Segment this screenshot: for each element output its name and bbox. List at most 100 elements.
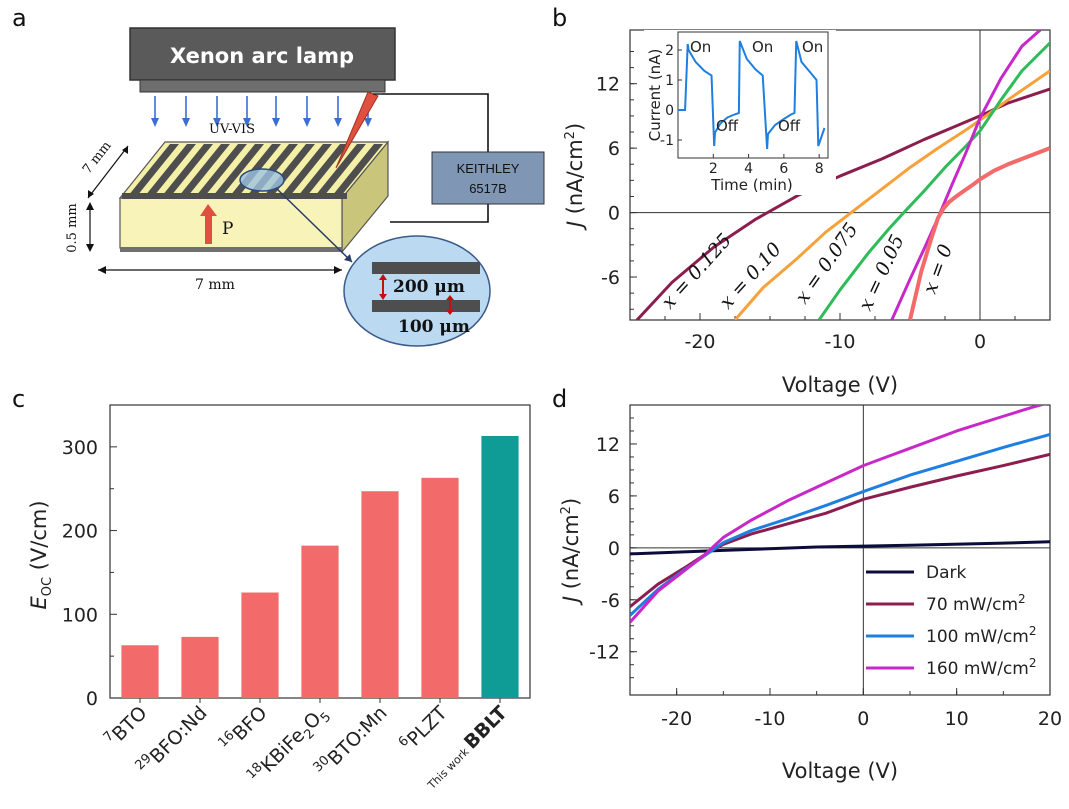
electrode-bus — [122, 193, 347, 199]
panel-d-xtick-label: 0 — [857, 708, 869, 730]
panel-d-ytick-label: 12 — [596, 434, 620, 456]
panel-c-bars — [121, 435, 519, 698]
electrode-stripe — [196, 144, 247, 196]
schematic-panel-a: Xenon arc lamp UV-VIS KEITHLEY 6517B P — [65, 27, 545, 347]
panel-b-ytick-label: 6 — [608, 138, 620, 160]
light-arrow-head — [364, 118, 372, 127]
legend-label: 160 mW/cm2 — [926, 656, 1037, 679]
panel-b-xtick-label: -10 — [824, 331, 855, 353]
panel-b-series — [635, 30, 1050, 320]
light-arrow-head — [151, 118, 159, 127]
lamp-body — [129, 27, 396, 81]
inset-off-label-1: Off — [716, 117, 739, 135]
inset-ticks: 2 4 6 8 -1 0 1 2 — [660, 43, 824, 177]
dim-width-label: 7 mm — [195, 277, 235, 293]
panel-b-series-line — [817, 41, 1050, 320]
electrode-stripe — [332, 144, 383, 196]
panel-c-category-label: 7BTO — [101, 701, 152, 752]
panel-d-xtick-label: -20 — [661, 708, 692, 730]
inset-xtick-label: 6 — [779, 161, 788, 177]
light-arrow-head — [272, 118, 280, 127]
electrode-stripe — [315, 144, 366, 196]
inset-off-label-2: Off — [778, 117, 801, 135]
panel-d-series — [630, 405, 1050, 624]
panel-c-bar — [361, 491, 399, 698]
inset-current-line — [678, 40, 826, 150]
panel-b-ytick-label: 0 — [608, 203, 620, 225]
polarization-arrow-shaft — [205, 214, 212, 244]
panel-d-series-line — [630, 405, 1047, 624]
panel-d-ylabel: J (nA/cm2) — [559, 498, 583, 606]
panel-d-ticks: -20 -10 0 10 20 -12 -6 0 6 12 — [589, 405, 1062, 730]
panel-c-category-label: 16BFO — [215, 701, 271, 757]
inset-on-label-1: On — [690, 38, 711, 56]
zoom-electrode-bottom — [372, 300, 480, 312]
panel-d-series-line — [630, 432, 1050, 617]
light-arrow-head — [303, 118, 311, 127]
light-arrow-head — [334, 118, 342, 127]
inset-ylabel: Current (nA) — [646, 49, 664, 142]
panel-c-bar — [181, 636, 219, 698]
panel-label-a: a — [12, 4, 27, 32]
panel-label-d: d — [552, 385, 567, 413]
panel-b-series-line — [733, 69, 1050, 320]
electrode-stripe — [298, 144, 349, 196]
lamp-label: Xenon arc lamp — [170, 44, 354, 68]
dim-depth-label: 7 mm — [80, 139, 115, 177]
legend-label: Dark — [926, 563, 966, 583]
panel-c-ytick-label: 100 — [62, 604, 98, 626]
panel-b-ylabel: J (nA/cm2) — [563, 123, 587, 231]
inset-xtick-label: 2 — [709, 161, 718, 177]
light-arrows — [151, 96, 372, 127]
polarization-label: P — [222, 219, 233, 239]
inset-ytick-label: 1 — [665, 73, 674, 89]
polarization-arrow-head — [200, 204, 217, 216]
zoom-gap-label: 200 μm — [393, 277, 465, 297]
wire-bottom — [390, 204, 489, 223]
panel-label-b: b — [552, 4, 567, 32]
panel-d-xtick-label: -10 — [754, 708, 785, 730]
inset-on-label-2: On — [752, 38, 773, 56]
panel-d-ytick-label: 6 — [608, 486, 620, 508]
panel-d-xtick-label: 10 — [945, 708, 969, 730]
keithley-label-line1: KEITHLEY — [457, 161, 520, 176]
inset-frame — [677, 31, 829, 159]
dim-thickness-label: 0.5 mm — [65, 203, 80, 252]
legend-label: 70 mW/cm2 — [926, 592, 1026, 615]
zoom-pointer-arrowhead — [344, 254, 352, 262]
panel-c-category-label: 6PLZT — [396, 700, 452, 756]
chart-panel-d: -20 -10 0 10 20 -12 -6 0 6 12 Voltage (V) J (nA/c… — [559, 404, 1062, 783]
panel-b-xlabel: Voltage (V) — [782, 373, 898, 397]
bottom-electrode — [120, 247, 342, 252]
electrode-stripe — [162, 144, 213, 196]
keithley-meter — [431, 151, 545, 205]
inset-ytick-label: 2 — [665, 43, 674, 59]
wire-top — [382, 93, 489, 152]
panel-c-bar — [301, 545, 339, 698]
light-arrow-head — [243, 118, 251, 127]
panel-b-ytick-label: 12 — [596, 74, 620, 96]
light-arrow-head — [182, 118, 190, 127]
inset-ytick-label: -1 — [660, 133, 674, 149]
panel-d-xtick-label: 20 — [1038, 708, 1062, 730]
zoom-width-label: 100 μm — [398, 317, 470, 337]
inset-series — [678, 40, 826, 150]
electrode-stripe — [179, 144, 230, 196]
panel-d-frame — [629, 404, 1051, 696]
inset-xlabel: Time (min) — [710, 176, 792, 194]
panel-c-bar — [121, 645, 159, 698]
panel-c-bar — [241, 592, 279, 698]
panel-label-c: c — [12, 385, 25, 413]
zoom-pointer — [275, 187, 353, 263]
inset-xtick-label: 4 — [744, 161, 753, 177]
panel-b-ytick-label: -6 — [601, 267, 620, 289]
panel-c-bar — [421, 477, 459, 698]
keithley-label-line2: 6517B — [469, 181, 507, 196]
inset-ytick-label: 0 — [665, 103, 674, 119]
